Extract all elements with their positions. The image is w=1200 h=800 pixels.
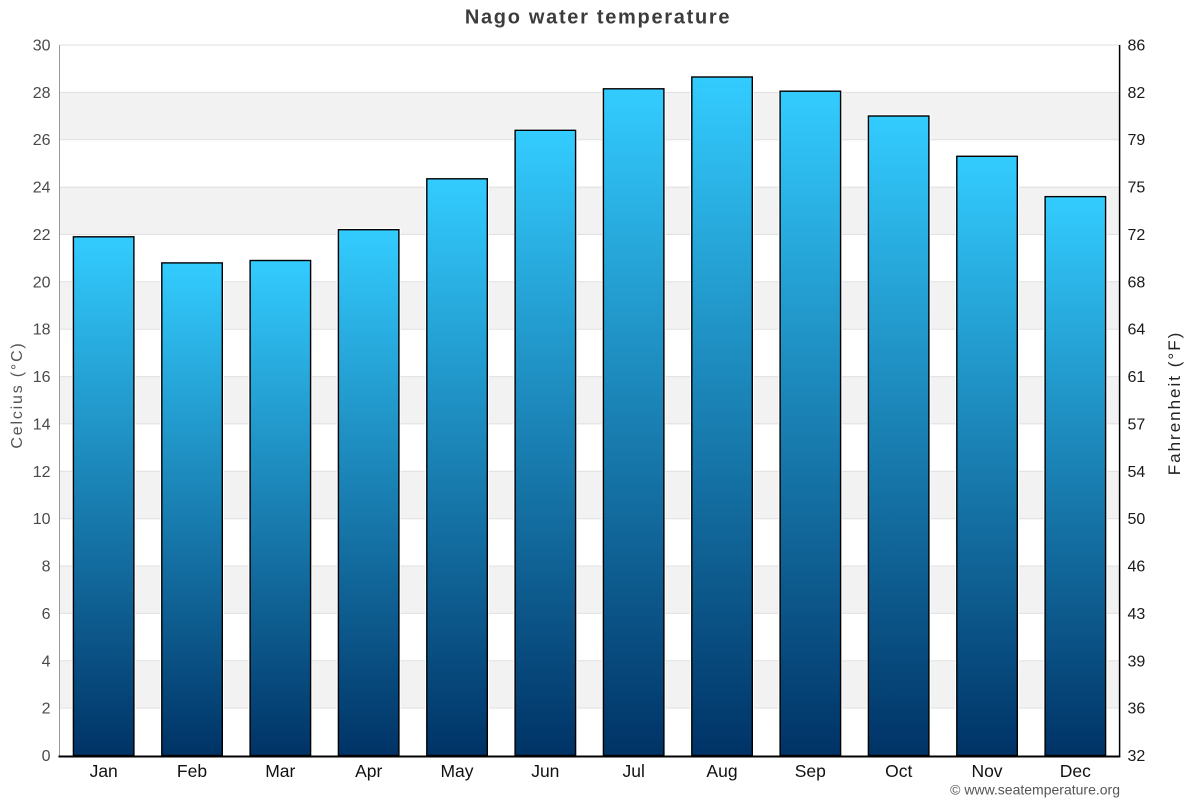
- svg-text:75: 75: [1128, 180, 1146, 197]
- svg-text:© www.seatemperature.org: © www.seatemperature.org: [950, 782, 1120, 798]
- svg-text:Sep: Sep: [795, 761, 826, 781]
- svg-text:Jan: Jan: [90, 761, 118, 781]
- svg-text:57: 57: [1128, 416, 1146, 433]
- svg-text:Jul: Jul: [623, 761, 645, 781]
- svg-text:28: 28: [33, 85, 51, 102]
- svg-text:54: 54: [1128, 464, 1146, 481]
- svg-text:Oct: Oct: [885, 761, 912, 781]
- svg-text:72: 72: [1128, 227, 1146, 244]
- svg-text:6: 6: [42, 606, 51, 623]
- svg-text:86: 86: [1128, 38, 1146, 55]
- svg-text:Dec: Dec: [1060, 761, 1091, 781]
- svg-text:43: 43: [1128, 606, 1146, 623]
- svg-text:18: 18: [33, 322, 51, 339]
- svg-text:22: 22: [33, 227, 51, 244]
- svg-text:Mar: Mar: [265, 761, 295, 781]
- svg-text:36: 36: [1128, 701, 1146, 718]
- svg-text:12: 12: [33, 464, 51, 481]
- svg-text:Fahrenheit (°F): Fahrenheit (°F): [1165, 331, 1184, 476]
- svg-text:May: May: [440, 761, 473, 781]
- svg-text:0: 0: [42, 748, 51, 765]
- svg-text:Apr: Apr: [355, 761, 382, 781]
- svg-text:Nago water temperature: Nago water temperature: [465, 7, 731, 29]
- svg-text:64: 64: [1128, 322, 1146, 339]
- svg-text:26: 26: [33, 132, 51, 149]
- svg-text:32: 32: [1128, 748, 1146, 765]
- svg-text:Aug: Aug: [706, 761, 737, 781]
- svg-text:Jun: Jun: [531, 761, 559, 781]
- svg-text:8: 8: [42, 559, 51, 576]
- svg-text:79: 79: [1128, 132, 1146, 149]
- svg-text:24: 24: [33, 180, 51, 197]
- svg-text:Nov: Nov: [971, 761, 1002, 781]
- svg-text:46: 46: [1128, 559, 1146, 576]
- svg-text:10: 10: [33, 511, 51, 528]
- svg-text:Feb: Feb: [177, 761, 207, 781]
- svg-text:68: 68: [1128, 274, 1146, 291]
- svg-text:50: 50: [1128, 511, 1146, 528]
- svg-text:14: 14: [33, 416, 51, 433]
- svg-text:Celcius (°C): Celcius (°C): [9, 341, 26, 448]
- svg-text:39: 39: [1128, 653, 1146, 670]
- svg-text:82: 82: [1128, 85, 1146, 102]
- svg-text:4: 4: [42, 653, 51, 670]
- svg-text:20: 20: [33, 274, 51, 291]
- svg-text:30: 30: [33, 38, 51, 55]
- svg-text:61: 61: [1128, 369, 1146, 386]
- svg-text:2: 2: [42, 701, 51, 718]
- svg-text:16: 16: [33, 369, 51, 386]
